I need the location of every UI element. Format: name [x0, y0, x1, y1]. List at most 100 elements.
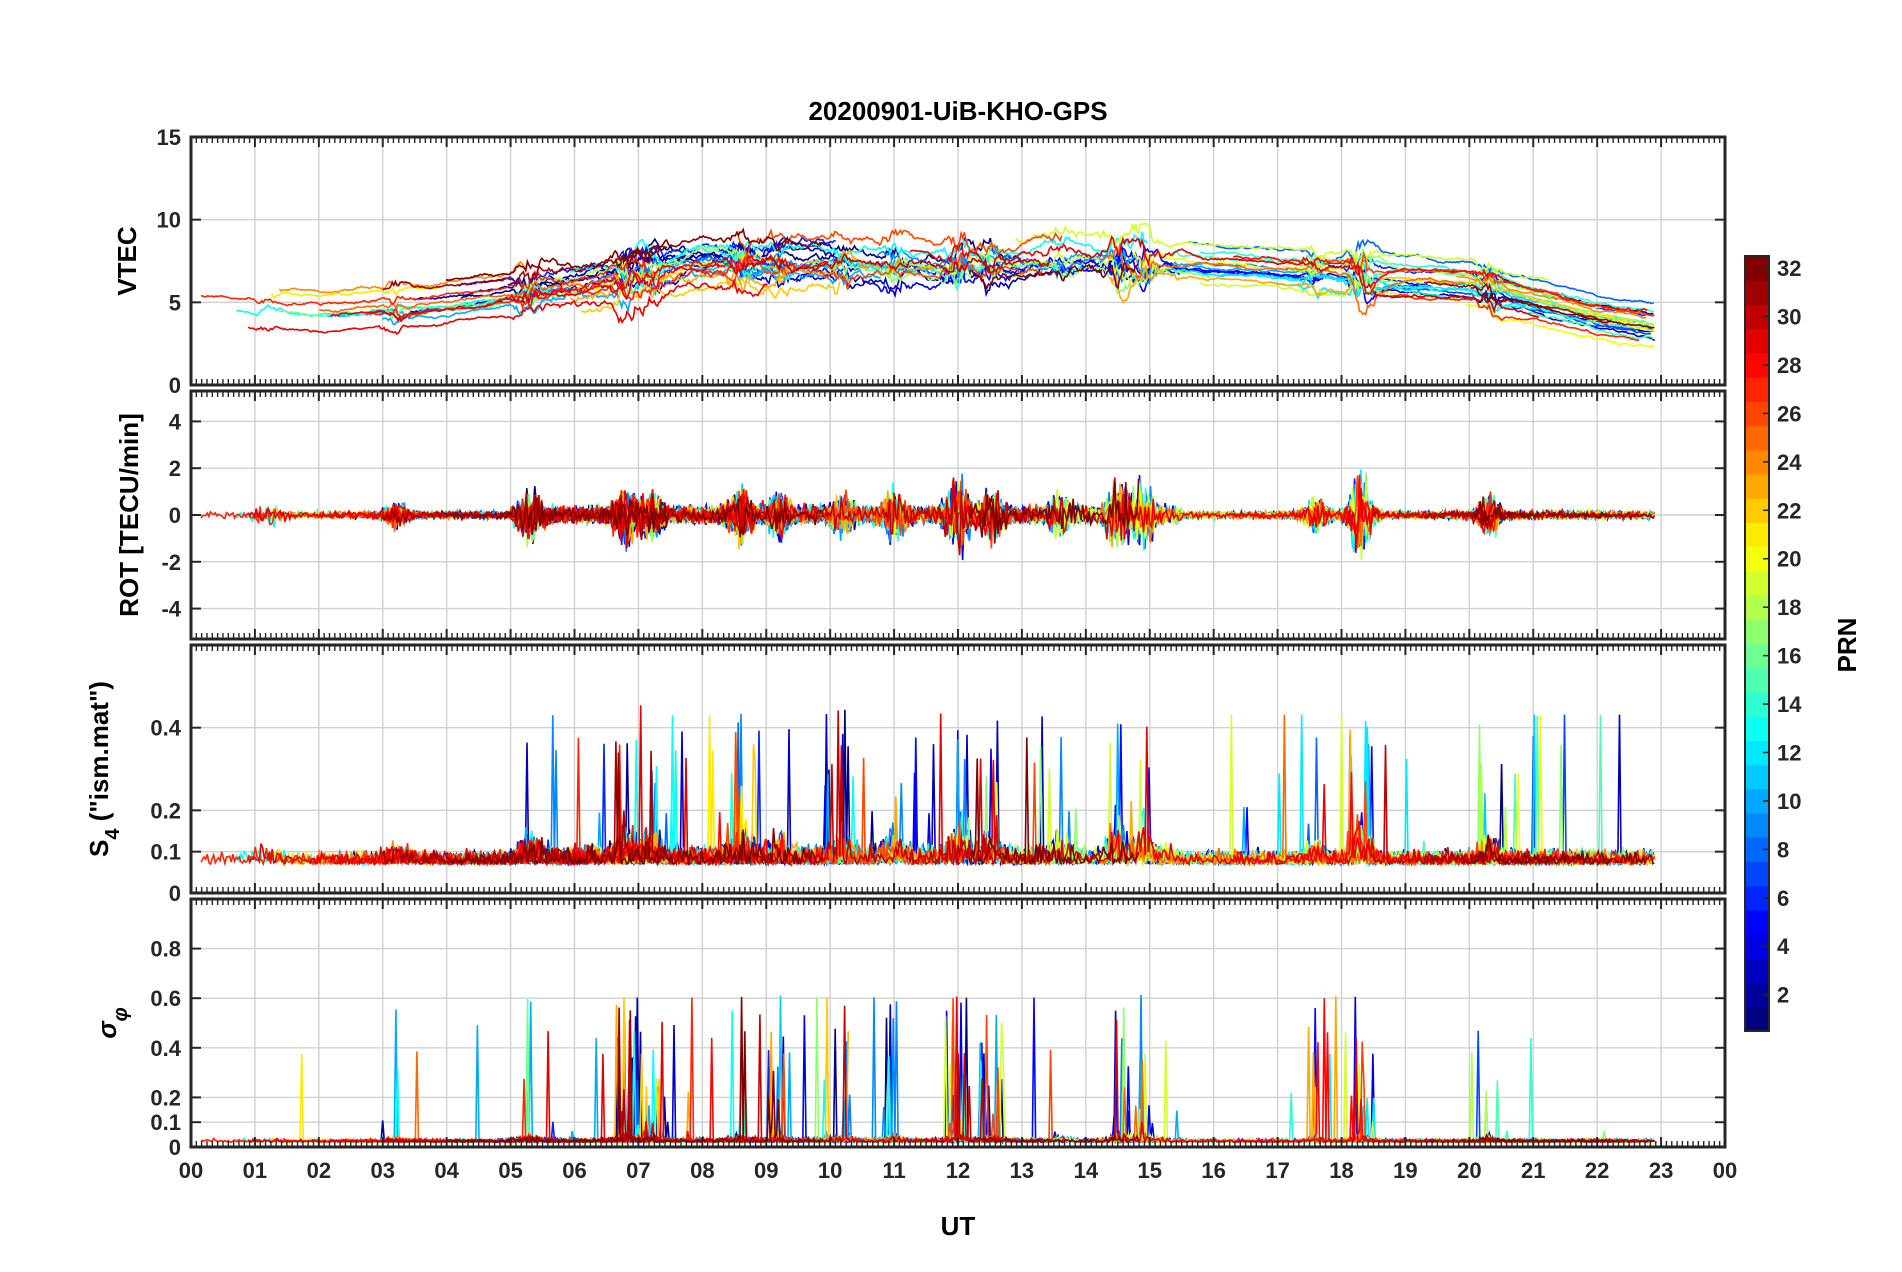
rot-panel: -4 -2 0 2 4 [161, 389, 1727, 641]
prn-29-trace [330, 705, 720, 867]
s4-ytick-label: 0.2 [150, 798, 181, 823]
vtec-x-ticks [190, 137, 1726, 385]
colorbar-tick-label: 22 [1777, 498, 1801, 523]
prn-19-trace [886, 742, 1172, 867]
sigma_phi-ytick-label: 0.2 [150, 1085, 181, 1110]
prn-30-trace [711, 253, 1051, 276]
prn-13-trace [630, 231, 1148, 269]
colorbar-tick-label: 26 [1777, 401, 1801, 426]
colorbar-segment [1745, 716, 1769, 741]
prn-21-trace [560, 252, 780, 295]
colorbar-tick-label: 28 [1777, 353, 1801, 378]
sigma_phi-series [200, 994, 1656, 1145]
x-axis-label: UT [941, 1211, 976, 1241]
prn-30-trace [1372, 290, 1539, 318]
colorbar-segment [1745, 667, 1769, 693]
colorbar-segment [1745, 425, 1769, 451]
rot-ytick-label: 4 [169, 409, 182, 434]
colorbar-segment [1745, 522, 1769, 548]
x-tick-label: 12 [946, 1158, 970, 1183]
colorbar-tick-label: 32 [1777, 256, 1801, 281]
rot-ylabel: ROT [TECU/min] [114, 413, 144, 617]
x-tick-label: 08 [690, 1158, 714, 1183]
colorbar-segment [1745, 570, 1769, 596]
vtec-ytick-label: 15 [157, 125, 181, 150]
x-tick-label: 18 [1329, 1158, 1353, 1183]
prn-27-trace [200, 255, 650, 307]
colorbar-tick-label: 24 [1777, 450, 1802, 475]
x-tick-label: 23 [1649, 1158, 1673, 1183]
s4-panel: 0 0.1 0.2 0.4 [150, 643, 1727, 906]
x-tick-label: 22 [1585, 1158, 1609, 1183]
x-tick-label: 04 [434, 1158, 459, 1183]
prn-15-trace [1528, 311, 1654, 340]
prn-32-trace [445, 227, 824, 282]
colorbar-tick-label: 16 [1777, 644, 1801, 669]
prn-32-trace [445, 752, 824, 867]
prn-29-trace [330, 263, 720, 323]
x-tick-label: 01 [243, 1158, 267, 1183]
s4-series [200, 705, 1656, 868]
prn-25-trace [1100, 243, 1466, 316]
colorbar-tick-label: 14 [1777, 692, 1802, 717]
prn-32-trace [1469, 500, 1656, 526]
colorbar-segment [1745, 909, 1769, 935]
x-tick-label: 21 [1521, 1158, 1545, 1183]
x-tick-label: 10 [818, 1158, 842, 1183]
colorbar-segment [1745, 764, 1769, 790]
colorbar-tick-label: 20 [1777, 547, 1801, 572]
prn-23-trace [1109, 264, 1353, 304]
x-tick-label: 13 [1010, 1158, 1034, 1183]
x-axis-tick-labels: 00 01 02 03 04 05 06 07 08 09 10 11 12 13 14 15 16 17 18 19… [179, 1158, 1737, 1183]
prn-32-trace [968, 478, 1140, 544]
x-tick-label: 09 [754, 1158, 778, 1183]
prn-32-trace [968, 737, 1140, 867]
s4-ytick-label: 0.4 [150, 716, 181, 741]
prn-32-trace [968, 262, 1140, 291]
colorbar-tick-label: 8 [1777, 837, 1789, 862]
x-tick-label: 14 [1074, 1158, 1099, 1183]
colorbar-segment [1745, 280, 1769, 306]
prn-32-trace [1470, 285, 1655, 329]
sigma_phi-ytick-label: 0.4 [150, 1036, 181, 1061]
x-tick-label: 11 [882, 1158, 905, 1183]
s4-ytick-label: 0.1 [150, 840, 181, 865]
s4-ylabel: S4 ("ism.mat") [84, 681, 124, 857]
x-tick-label: 15 [1138, 1158, 1162, 1183]
prn-21-trace [270, 286, 441, 300]
sigma_phi-ytick-label: 0.1 [150, 1110, 181, 1135]
x-tick-label: 05 [498, 1158, 522, 1183]
rot-ytick-label: -4 [161, 597, 181, 622]
prn-31-trace [382, 244, 668, 291]
prn-19-trace [1015, 222, 1550, 281]
vtec-panel: 0 5 10 15 [157, 125, 1727, 398]
colorbar-segment [1745, 377, 1769, 402]
prn-32-trace [445, 996, 824, 1144]
colorbar-segment [1745, 861, 1769, 887]
prn-26-trace [736, 227, 1063, 259]
sigma_phi-ytick-label: 0 [169, 1135, 181, 1160]
prn-25-trace [319, 270, 618, 313]
colorbar-segment [1745, 813, 1769, 838]
rot-ytick-label: -2 [161, 550, 181, 575]
prn-32-trace [1470, 1133, 1655, 1144]
vtec-ytick-label: 10 [157, 208, 181, 233]
rot-ytick-label: 0 [169, 503, 181, 528]
sigma_phi-ytick-label: 0.6 [150, 986, 181, 1011]
colorbar-segment [1745, 473, 1769, 499]
rot-x-ticks [190, 391, 1726, 639]
vtec-ytick-label: 5 [169, 290, 181, 315]
x-tick-label: 00 [179, 1158, 203, 1183]
colorbar-tick-label: 4 [1777, 934, 1790, 959]
sigma_phi-x-ticks [190, 899, 1726, 1147]
colorbar-tick-label: 12 [1777, 740, 1801, 765]
prn-31-trace [1423, 848, 1612, 866]
colorbar-tick-label: 30 [1777, 305, 1801, 330]
sigma-phi-ylabel: σφ [92, 1007, 132, 1038]
prn-32-trace [1469, 834, 1655, 866]
vtec-series [200, 222, 1656, 348]
colorbar-segment [1745, 1006, 1769, 1032]
prn-23-trace [569, 264, 849, 303]
